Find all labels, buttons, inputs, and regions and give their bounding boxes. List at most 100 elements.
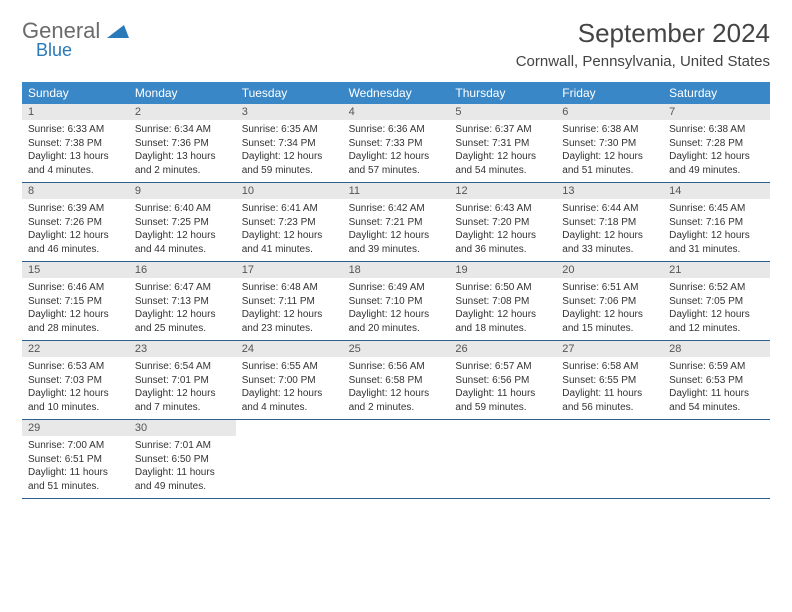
daylight-text: Daylight: 12 hours and 44 minutes. xyxy=(135,229,230,256)
sunrise-text: Sunrise: 6:36 AM xyxy=(349,123,444,137)
day-number: 3 xyxy=(236,104,343,120)
day-body: Sunrise: 6:59 AMSunset: 6:53 PMDaylight:… xyxy=(663,357,770,418)
day-cell: 17Sunrise: 6:48 AMSunset: 7:11 PMDayligh… xyxy=(236,262,343,340)
day-number: 13 xyxy=(556,183,663,199)
daylight-text: Daylight: 12 hours and 20 minutes. xyxy=(349,308,444,335)
daylight-text: Daylight: 12 hours and 23 minutes. xyxy=(242,308,337,335)
day-header-cell: Saturday xyxy=(663,82,770,104)
sunrise-text: Sunrise: 6:57 AM xyxy=(455,360,550,374)
sunset-text: Sunset: 6:56 PM xyxy=(455,374,550,388)
day-number: 17 xyxy=(236,262,343,278)
day-body: Sunrise: 6:57 AMSunset: 6:56 PMDaylight:… xyxy=(449,357,556,418)
sunrise-text: Sunrise: 6:50 AM xyxy=(455,281,550,295)
day-cell: 4Sunrise: 6:36 AMSunset: 7:33 PMDaylight… xyxy=(343,104,450,182)
day-body: Sunrise: 6:38 AMSunset: 7:28 PMDaylight:… xyxy=(663,120,770,181)
title-block: September 2024 Cornwall, Pennsylvania, U… xyxy=(516,18,770,70)
daylight-text: Daylight: 12 hours and 41 minutes. xyxy=(242,229,337,256)
sunrise-text: Sunrise: 6:58 AM xyxy=(562,360,657,374)
day-number: 16 xyxy=(129,262,236,278)
day-body: Sunrise: 6:47 AMSunset: 7:13 PMDaylight:… xyxy=(129,278,236,339)
day-body: Sunrise: 6:52 AMSunset: 7:05 PMDaylight:… xyxy=(663,278,770,339)
day-cell: 27Sunrise: 6:58 AMSunset: 6:55 PMDayligh… xyxy=(556,341,663,419)
day-body: Sunrise: 6:46 AMSunset: 7:15 PMDaylight:… xyxy=(22,278,129,339)
sunset-text: Sunset: 7:28 PM xyxy=(669,137,764,151)
day-cell: 12Sunrise: 6:43 AMSunset: 7:20 PMDayligh… xyxy=(449,183,556,261)
day-body: Sunrise: 6:56 AMSunset: 6:58 PMDaylight:… xyxy=(343,357,450,418)
day-cell: 1Sunrise: 6:33 AMSunset: 7:38 PMDaylight… xyxy=(22,104,129,182)
day-number: 10 xyxy=(236,183,343,199)
sunset-text: Sunset: 6:51 PM xyxy=(28,453,123,467)
day-header-cell: Wednesday xyxy=(343,82,450,104)
sunset-text: Sunset: 7:05 PM xyxy=(669,295,764,309)
day-number: 14 xyxy=(663,183,770,199)
day-number: 4 xyxy=(343,104,450,120)
day-body: Sunrise: 6:40 AMSunset: 7:25 PMDaylight:… xyxy=(129,199,236,260)
sunset-text: Sunset: 6:53 PM xyxy=(669,374,764,388)
day-cell: 25Sunrise: 6:56 AMSunset: 6:58 PMDayligh… xyxy=(343,341,450,419)
sunset-text: Sunset: 7:36 PM xyxy=(135,137,230,151)
day-cell: 13Sunrise: 6:44 AMSunset: 7:18 PMDayligh… xyxy=(556,183,663,261)
sunset-text: Sunset: 7:15 PM xyxy=(28,295,123,309)
daylight-text: Daylight: 12 hours and 59 minutes. xyxy=(242,150,337,177)
day-cell: 15Sunrise: 6:46 AMSunset: 7:15 PMDayligh… xyxy=(22,262,129,340)
day-number: 25 xyxy=(343,341,450,357)
daylight-text: Daylight: 12 hours and 54 minutes. xyxy=(455,150,550,177)
daylight-text: Daylight: 13 hours and 2 minutes. xyxy=(135,150,230,177)
day-number: 18 xyxy=(343,262,450,278)
day-cell: 5Sunrise: 6:37 AMSunset: 7:31 PMDaylight… xyxy=(449,104,556,182)
sunrise-text: Sunrise: 6:49 AM xyxy=(349,281,444,295)
day-number: 23 xyxy=(129,341,236,357)
day-number: 28 xyxy=(663,341,770,357)
day-cell: 3Sunrise: 6:35 AMSunset: 7:34 PMDaylight… xyxy=(236,104,343,182)
daylight-text: Daylight: 11 hours and 54 minutes. xyxy=(669,387,764,414)
month-title: September 2024 xyxy=(516,18,770,49)
empty-cell xyxy=(663,420,770,498)
day-body: Sunrise: 6:43 AMSunset: 7:20 PMDaylight:… xyxy=(449,199,556,260)
daylight-text: Daylight: 12 hours and 15 minutes. xyxy=(562,308,657,335)
sunset-text: Sunset: 7:01 PM xyxy=(135,374,230,388)
day-cell: 7Sunrise: 6:38 AMSunset: 7:28 PMDaylight… xyxy=(663,104,770,182)
day-header-row: SundayMondayTuesdayWednesdayThursdayFrid… xyxy=(22,82,770,104)
sunrise-text: Sunrise: 6:40 AM xyxy=(135,202,230,216)
day-number: 7 xyxy=(663,104,770,120)
daylight-text: Daylight: 11 hours and 51 minutes. xyxy=(28,466,123,493)
sunrise-text: Sunrise: 6:43 AM xyxy=(455,202,550,216)
sunset-text: Sunset: 7:20 PM xyxy=(455,216,550,230)
sunrise-text: Sunrise: 6:54 AM xyxy=(135,360,230,374)
day-header-cell: Sunday xyxy=(22,82,129,104)
day-header-cell: Tuesday xyxy=(236,82,343,104)
daylight-text: Daylight: 12 hours and 46 minutes. xyxy=(28,229,123,256)
day-number: 11 xyxy=(343,183,450,199)
sunrise-text: Sunrise: 6:35 AM xyxy=(242,123,337,137)
sunrise-text: Sunrise: 6:56 AM xyxy=(349,360,444,374)
day-number: 8 xyxy=(22,183,129,199)
sunset-text: Sunset: 7:33 PM xyxy=(349,137,444,151)
sunset-text: Sunset: 7:13 PM xyxy=(135,295,230,309)
day-body: Sunrise: 6:33 AMSunset: 7:38 PMDaylight:… xyxy=(22,120,129,181)
sunrise-text: Sunrise: 6:33 AM xyxy=(28,123,123,137)
sunrise-text: Sunrise: 6:34 AM xyxy=(135,123,230,137)
sunrise-text: Sunrise: 6:38 AM xyxy=(562,123,657,137)
day-number: 9 xyxy=(129,183,236,199)
daylight-text: Daylight: 11 hours and 56 minutes. xyxy=(562,387,657,414)
day-number: 1 xyxy=(22,104,129,120)
day-number: 12 xyxy=(449,183,556,199)
daylight-text: Daylight: 12 hours and 18 minutes. xyxy=(455,308,550,335)
sunset-text: Sunset: 6:55 PM xyxy=(562,374,657,388)
sunrise-text: Sunrise: 6:41 AM xyxy=(242,202,337,216)
daylight-text: Daylight: 12 hours and 39 minutes. xyxy=(349,229,444,256)
sunrise-text: Sunrise: 6:37 AM xyxy=(455,123,550,137)
day-body: Sunrise: 7:00 AMSunset: 6:51 PMDaylight:… xyxy=(22,436,129,497)
daylight-text: Daylight: 12 hours and 31 minutes. xyxy=(669,229,764,256)
location-text: Cornwall, Pennsylvania, United States xyxy=(516,53,770,70)
day-body: Sunrise: 6:44 AMSunset: 7:18 PMDaylight:… xyxy=(556,199,663,260)
empty-cell xyxy=(449,420,556,498)
day-body: Sunrise: 6:34 AMSunset: 7:36 PMDaylight:… xyxy=(129,120,236,181)
sunrise-text: Sunrise: 7:01 AM xyxy=(135,439,230,453)
sunset-text: Sunset: 7:08 PM xyxy=(455,295,550,309)
day-cell: 18Sunrise: 6:49 AMSunset: 7:10 PMDayligh… xyxy=(343,262,450,340)
day-cell: 20Sunrise: 6:51 AMSunset: 7:06 PMDayligh… xyxy=(556,262,663,340)
sunrise-text: Sunrise: 6:46 AM xyxy=(28,281,123,295)
day-cell: 24Sunrise: 6:55 AMSunset: 7:00 PMDayligh… xyxy=(236,341,343,419)
sunset-text: Sunset: 7:06 PM xyxy=(562,295,657,309)
